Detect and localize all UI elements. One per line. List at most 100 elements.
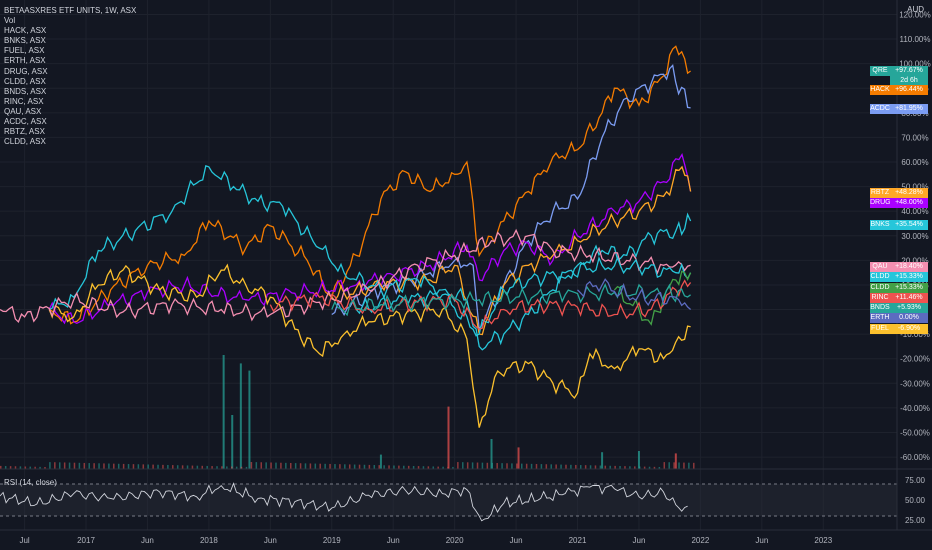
price-tag-symbol: FUEL [870,324,890,334]
volume-bar [398,465,400,469]
volume-bar [363,464,366,469]
legend-compare-item[interactable]: DRUG, ASX [4,66,48,76]
volume-bar [452,466,454,469]
legend-volume[interactable]: Vol [4,16,16,26]
volume-bar [137,464,140,469]
legend-main-symbol[interactable]: BETAASXRES ETF UNITS, 1W, ASX [4,6,137,15]
legend-compare-item[interactable]: QAU, ASX [4,106,42,116]
price-tag-value: -6.90% [890,324,928,334]
legend-compare-item[interactable]: ACDC, ASX [4,117,47,127]
volume-bar [9,466,12,469]
volume-bar [78,462,81,469]
volume-bar [437,466,439,469]
price-tag-symbol: RINC [870,293,890,303]
price-tag-cldd[interactable]: CLDD +15.33% [870,283,928,293]
time-scale[interactable]: Jul 2017 Jun 2018 Jun 2019 Jun 2020 Jun 2021 Jun 20… [19,536,832,545]
volume-bar [594,465,597,469]
volume-bar [285,462,287,469]
price-tag-bnks[interactable]: BNKS +35.54% [870,220,928,230]
volume-bar [348,464,351,469]
volume-bar [334,464,336,469]
series-line-cldd [613,270,692,326]
volume-bar [201,465,204,469]
volume-bar [167,464,169,469]
volume-bar [132,464,135,469]
volume-bar [565,464,567,469]
price-tag-value: +96.44% [890,85,928,95]
volume-bar [235,466,238,469]
volume-bar [93,463,95,469]
volume-bar [294,463,297,469]
volume-bar [172,465,174,469]
price-tag-value: +48.00% [890,198,928,208]
volume-bar [176,465,179,469]
price-tag-cldd[interactable]: CLDD +15.33% [870,272,928,282]
price-tag-value: +15.33% [890,283,928,293]
price-tick-label: -10.00% [900,330,930,339]
volume-bar [457,462,459,469]
time-tick-label: Jun [141,536,154,545]
price-tag-value: +11.46% [890,293,928,303]
volume-bar [239,363,242,469]
currency-label[interactable]: AUD [907,5,924,14]
legend-compare-item[interactable]: BNKS, ASX [4,36,46,46]
price-tag-fuel[interactable]: FUEL -6.90% [870,324,928,334]
volume-bar [378,465,380,469]
legend-compare-item[interactable]: HACK, ASX [4,26,47,36]
volume-bar [447,406,450,469]
time-tick-label: Jun [510,536,523,545]
volume-bar [157,464,159,469]
volume-bar [560,464,562,469]
volume-bar [501,463,503,469]
volume-bar [462,462,464,469]
price-tag-hack[interactable]: HACK +96.44% [870,85,928,95]
volume-bar [511,463,513,469]
time-tick-label: 2023 [814,536,832,545]
volume-bar [540,464,543,469]
time-tick-label: Jun [633,536,646,545]
volume-bars [0,355,695,469]
legend-compare-item[interactable]: RINC, ASX [4,96,44,106]
legend-compare-item[interactable]: FUEL, ASX [4,46,45,56]
price-tag-countdown: 2d 6h [890,76,928,86]
legend-compare-item[interactable]: CLDD, ASX [4,137,46,147]
legend-compare-item[interactable]: ERTH, ASX [4,56,46,66]
price-tag-drug[interactable]: DRUG +48.00% [870,198,928,208]
volume-bar [575,464,577,469]
volume-bar [73,462,76,469]
price-tick-label: 40.00% [901,207,928,216]
volume-bar [49,462,51,469]
price-tag-qre[interactable]: QRE +97.67% 2d 6h [870,66,928,86]
volume-bar [324,463,326,469]
volume-bar [181,465,184,469]
rsi-scale[interactable]: 75.00 50.00 25.00 [905,476,926,525]
volume-bar [688,462,690,469]
volume-bar [427,466,430,469]
volume-bar [481,462,484,469]
legend-compare-item[interactable]: CLDD, ASX [4,76,46,86]
volume-bar [476,462,479,469]
price-tag-qau[interactable]: QAU +18.40% [870,262,928,272]
series-lines [0,45,692,428]
volume-bar [412,465,415,469]
price-tag-symbol: ERTH [870,313,890,323]
legend-compare-item[interactable]: BNDS, ASX [4,86,47,96]
price-tag-erth[interactable]: ERTH 0.00% [870,313,928,323]
volume-bar [393,465,395,469]
volume-bar [103,463,105,469]
price-tag-bnds[interactable]: BNDS +5.93% [870,303,928,313]
volume-bar [245,466,248,469]
volume-bar [634,466,636,469]
price-tag-acdc[interactable]: ACDC +81.95% [870,104,928,114]
volume-bar [674,453,677,469]
rsi-legend[interactable]: RSI (14, close) [4,478,57,487]
legend-compare-item[interactable]: RBTZ, ASX [4,127,45,137]
volume-bar [388,465,390,469]
series-line-cldd [355,255,692,337]
price-tag-rbtz[interactable]: RBTZ +48.28% [870,188,928,198]
series-line-fuel [48,263,691,428]
price-tag-rinc[interactable]: RINC +11.46% [870,293,928,303]
volume-bar [250,462,253,469]
volume-bar [265,462,267,469]
